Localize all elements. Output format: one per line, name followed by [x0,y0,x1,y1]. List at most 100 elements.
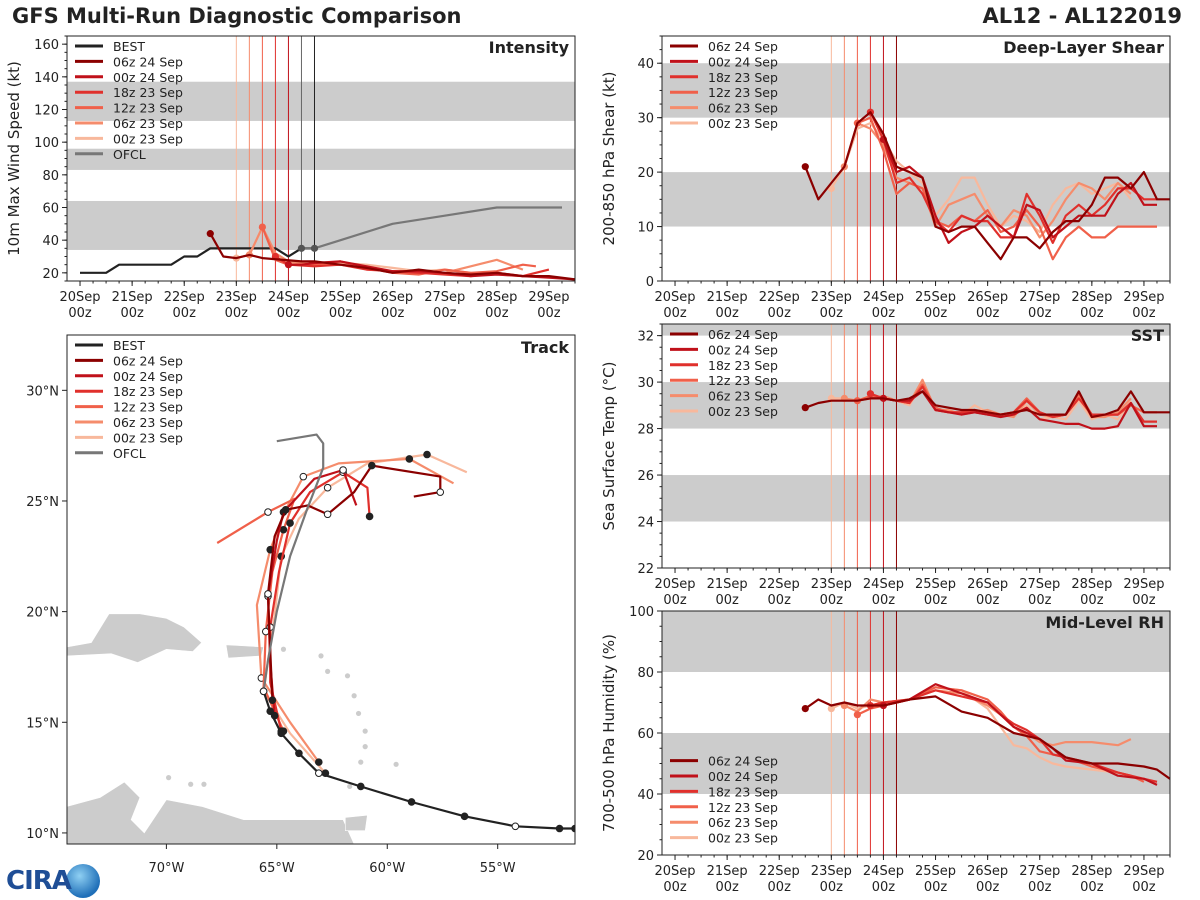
init-point [827,705,835,713]
series-line [804,390,1170,419]
x-tick-label: 00z [277,306,301,321]
track-point [368,461,376,470]
track-point [264,508,272,516]
legend-label: OFCL [113,446,146,461]
y-tick-label: 100 [34,136,59,151]
y-tick-label: 26 [637,469,654,484]
x-tick-label: 23Sep [811,290,852,305]
track-point [295,749,303,758]
legend-label: 18z 23 Sep [113,384,183,399]
track-point [405,455,414,463]
series-line [870,689,1158,783]
track-point [314,769,323,777]
island-shape [362,744,368,750]
panel-title: Intensity [489,38,570,57]
hispaniola-shape [67,613,203,663]
x-tick-label: 70°W [148,861,184,876]
storm-id: AL12 - AL122019 [982,4,1183,28]
island-shape [166,775,172,781]
shaded-band [662,324,1170,336]
x-tick-label: 20Sep [655,864,696,879]
x-tick-label: 00z [485,306,509,321]
y-tick-label: 22 [637,562,654,577]
x-tick-label: 00z [715,880,739,895]
y-tick-label: 25°N [26,495,59,510]
y-tick-label: 0 [646,275,654,290]
shear-panel: 01020304020Sep00z21Sep00z22Sep00z23Sep00… [600,35,1171,321]
panel-title: Track [521,338,569,357]
y-tick-label: 140 [34,71,59,86]
x-tick-label: 00z [1080,880,1104,895]
island-shape [355,710,362,717]
track-point [407,798,416,806]
puerto-rico-shape [225,644,264,659]
x-tick-label: 00z [976,593,1000,608]
legend-label: 00z 23 Sep [113,131,183,146]
island-shape [344,673,351,679]
y-tick-label: 60 [637,727,654,742]
x-tick-label: 60°W [369,861,405,876]
x-tick-label: 00z [663,880,687,895]
y-tick-label: 32 [637,330,654,345]
x-tick-label: 00z [1132,593,1156,608]
y-tick-label: 40 [637,57,654,72]
x-tick-label: 27Sep [1019,577,1060,592]
y-tick-label: 100 [629,605,654,620]
x-tick-label: 21Sep [707,577,748,592]
x-tick-label: 22Sep [164,290,205,305]
track-point [339,466,347,474]
x-tick-label: 25Sep [320,290,361,305]
x-tick-label: 21Sep [707,864,748,879]
legend-label: 18z 23 Sep [708,784,778,799]
init-point [284,261,293,269]
legend-label: 06z 23 Sep [113,116,183,131]
track-point [323,510,332,519]
track-line [262,690,575,830]
x-tick-label: 24Sep [863,864,904,879]
init-point [866,390,875,398]
y-tick-label: 20 [637,849,654,864]
x-tick-label: 00z [1080,593,1104,608]
x-tick-label: 00z [768,593,792,608]
intensity-panel: 2040608010012014016020Sep00z21Sep00z22Se… [5,35,576,321]
x-tick-label: 00z [924,593,948,608]
globe-icon [66,864,100,898]
legend-label: 06z 24 Sep [113,353,183,368]
x-tick-label: 00z [872,880,896,895]
venezuela-coast-shape [67,781,355,844]
x-tick-label: 20Sep [655,577,696,592]
track-point [299,472,308,481]
island-shape [347,783,353,790]
x-tick-label: 27Sep [1019,290,1060,305]
legend-label: 12z 23 Sep [708,800,778,815]
legend-label: 00z 23 Sep [708,831,778,846]
x-tick-label: 00z [1080,306,1104,321]
x-tick-label: 28Sep [1071,864,1112,879]
series-line [80,247,315,274]
track-point [356,782,365,791]
x-tick-label: 00z [820,306,844,321]
series-line [209,233,575,281]
init-point [258,223,266,231]
legend-label: 00z 24 Sep [708,342,778,357]
x-tick-label: 00z [872,306,896,321]
sst-panel: 22242628303220Sep00z21Sep00z22Sep00z23Se… [600,323,1171,608]
x-tick-label: 28Sep [1071,577,1112,592]
x-tick-label: 24Sep [863,290,904,305]
island-shape [325,668,331,674]
x-tick-label: 21Sep [707,290,748,305]
x-tick-label: 00z [1028,306,1052,321]
init-point [853,711,861,719]
shaded-band [662,63,1170,118]
y-axis-label: 10m Max Wind Speed (kt) [5,61,23,256]
init-point [801,705,809,713]
legend-label: 00z 24 Sep [708,54,778,69]
y-tick-label: 10°N [26,827,59,842]
track-point [281,506,290,514]
track-panel: 70°W 65°W 60°W 55°W 10°N 15°N 20°N 25°N 30°N Trac… [26,334,576,876]
track-point [266,707,275,716]
init-point [801,404,809,412]
x-tick-label: 25Sep [915,577,956,592]
series-line [804,695,1170,780]
legend-label: 06z 23 Sep [708,815,778,830]
